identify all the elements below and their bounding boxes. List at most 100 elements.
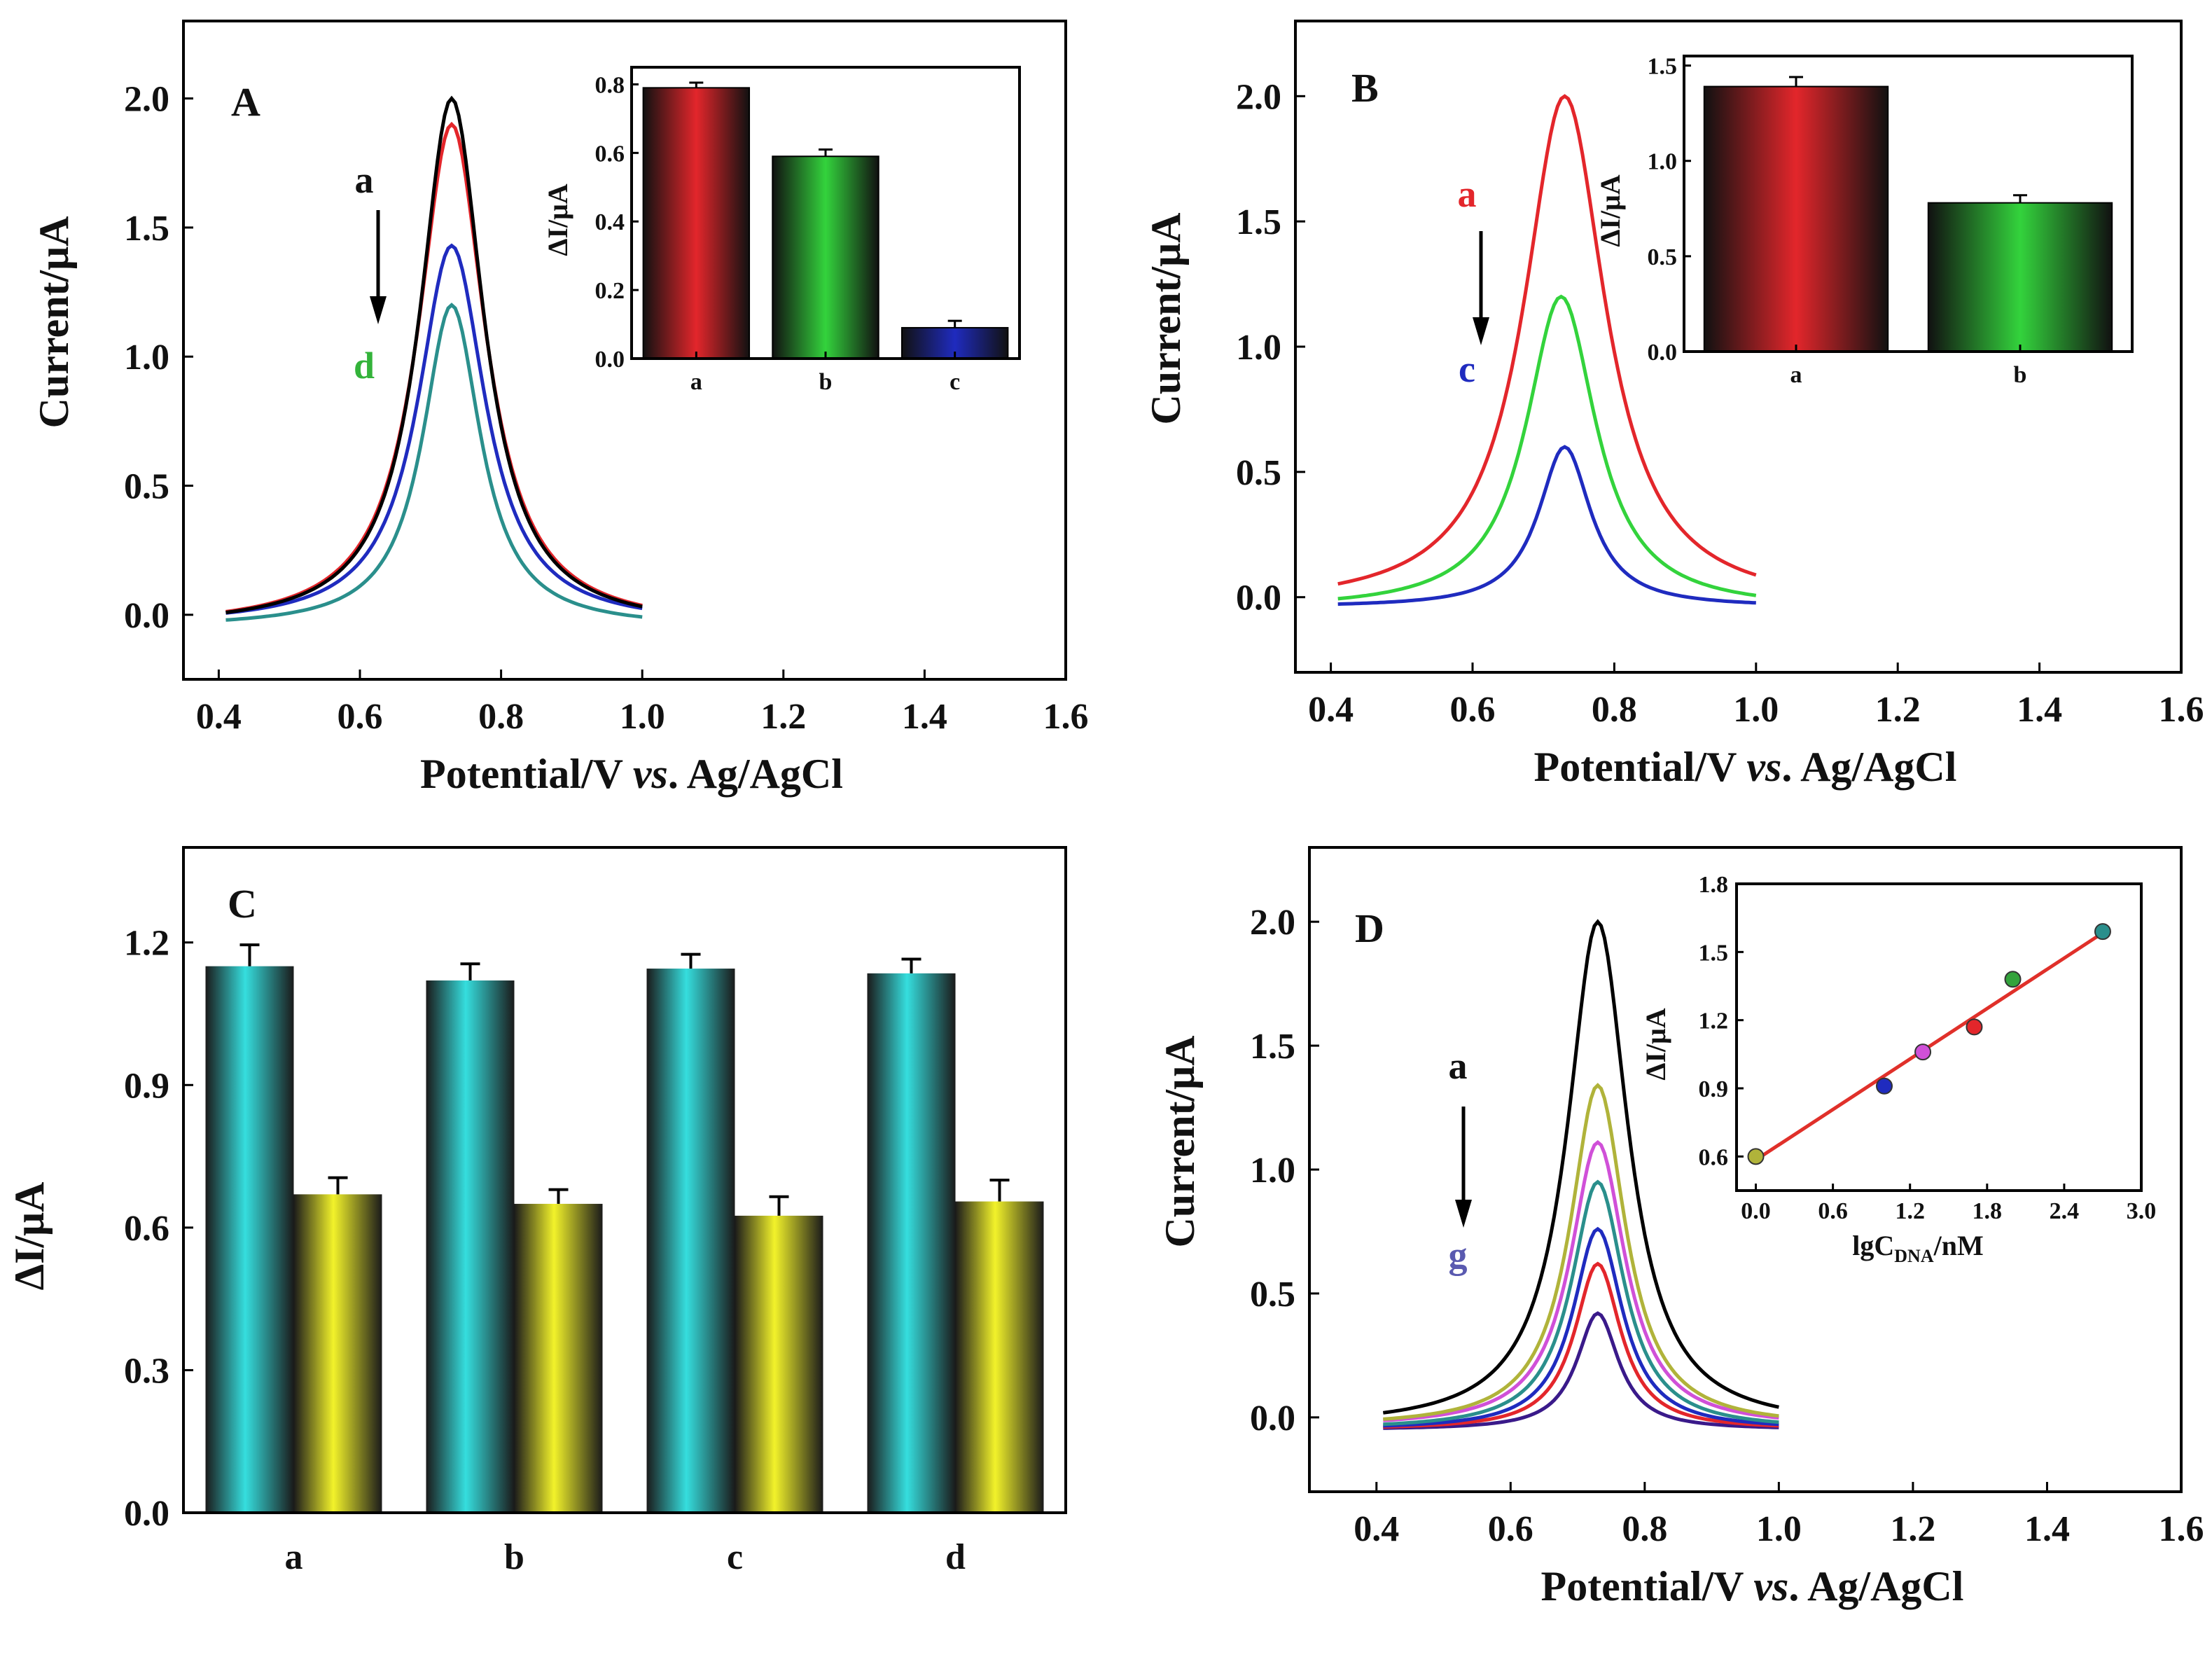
bar-a-series1 bbox=[205, 966, 294, 1513]
x-tick-label: 0.4 bbox=[1354, 1509, 1399, 1549]
x-axis-label-italic: vs bbox=[1753, 1563, 1788, 1609]
x-tick-label: 3.0 bbox=[2127, 1198, 2157, 1224]
series-line-g bbox=[1383, 1311, 1779, 1430]
scatter-point bbox=[1876, 1077, 1893, 1095]
x-axis-label-italic: vs bbox=[1746, 744, 1781, 790]
y-tick-label: 2.0 bbox=[124, 80, 169, 120]
panel-label: C bbox=[228, 881, 257, 927]
x-tick-label: 1.2 bbox=[760, 697, 806, 737]
series-line-a bbox=[225, 95, 643, 615]
inset-x-label-main: lgC bbox=[1852, 1230, 1894, 1261]
x-tick-label: 1.0 bbox=[620, 697, 665, 737]
curve-label-top: a bbox=[1458, 173, 1477, 215]
inset-bar bbox=[1703, 85, 1889, 353]
bar-d-series2 bbox=[955, 1201, 1044, 1513]
x-axis-label-rest: . Ag/AgCl bbox=[1781, 744, 1956, 790]
series-line-c bbox=[1383, 1139, 1779, 1422]
inset-x-label-rest: /nM bbox=[1933, 1230, 1984, 1261]
y-tick-label: 0.0 bbox=[124, 1494, 169, 1534]
x-tick-label: 0.6 bbox=[1818, 1198, 1848, 1224]
x-axis-label-main: Potential/V bbox=[1541, 1563, 1754, 1609]
inset-y-tick-label: 1.5 bbox=[1648, 54, 1678, 80]
series-line-a bbox=[1382, 919, 1779, 1415]
y-tick-label: 0.0 bbox=[124, 596, 169, 636]
x-tick-label: 1.4 bbox=[2017, 690, 2062, 730]
inset-bar-chart: a b 0.0 0.5 1.0 1.5 ΔI/μA bbox=[1594, 54, 2134, 388]
inset-bg bbox=[1737, 884, 2141, 1191]
x-tick-label: 1.6 bbox=[2159, 1509, 2204, 1549]
x-tick-label: 1.0 bbox=[1756, 1509, 1802, 1549]
arrow-head bbox=[1473, 317, 1489, 345]
x-tick-label: 1.2 bbox=[1895, 1198, 1925, 1224]
category-label: a bbox=[285, 1537, 303, 1577]
fit-line bbox=[1755, 931, 2104, 1162]
x-axis-label: Potential/V vs. Ag/AgCl bbox=[420, 751, 843, 797]
bar-c-series2 bbox=[735, 1215, 823, 1513]
y-tick-label: 0.0 bbox=[1250, 1399, 1295, 1438]
inset-x-label-sub: DNA bbox=[1894, 1246, 1934, 1266]
y-tick-label: 0.6 bbox=[124, 1209, 169, 1249]
curve-label-bottom: g bbox=[1449, 1234, 1468, 1276]
y-tick-label: 0.0 bbox=[1236, 578, 1281, 618]
inset-y-tick-label: 0.8 bbox=[595, 72, 625, 98]
panel-b: 0.4 0.6 0.8 1.0 1.2 1.4 1.6 0.0 0.5 1.0 1.5 2.0 Ba c P… bbox=[1143, 20, 2204, 790]
series-line-e bbox=[1383, 1226, 1779, 1428]
scatter-point bbox=[2004, 971, 2022, 988]
category-label: c bbox=[727, 1537, 743, 1577]
inset-y-tick-label: 0.0 bbox=[1648, 340, 1678, 366]
scatter-point bbox=[1914, 1044, 1932, 1061]
x-tick-label: 1.6 bbox=[1043, 697, 1089, 737]
inset-category-label: a bbox=[690, 369, 702, 395]
y-tick-label: 2.0 bbox=[1250, 903, 1295, 943]
x-tick-label: 0.4 bbox=[1308, 690, 1354, 730]
inset-frame bbox=[630, 66, 1021, 360]
category-label: b bbox=[504, 1537, 524, 1577]
y-axis-label: Current/μA bbox=[31, 216, 77, 429]
x-tick-label: 1.2 bbox=[1890, 1509, 1935, 1549]
x-axis-label-italic: vs bbox=[633, 751, 668, 797]
inset-y-tick-label: 0.2 bbox=[595, 278, 625, 304]
y-tick-label: 1.2 bbox=[124, 924, 169, 964]
panel-a: 0.4 0.6 0.8 1.0 1.2 1.4 1.6 0.0 0.5 1.0 1.5 2.0 Aa d P… bbox=[31, 20, 1089, 797]
x-tick-label: 1.4 bbox=[2024, 1509, 2070, 1549]
panel-label: B bbox=[1351, 65, 1379, 111]
x-tick-label: 2.4 bbox=[2050, 1198, 2080, 1224]
inset-y-axis-label: ΔI/μA bbox=[542, 183, 573, 256]
x-tick-label: 1.6 bbox=[2159, 690, 2204, 730]
y-tick-label: 1.8 bbox=[1699, 872, 1729, 898]
x-tick-label: 1.4 bbox=[902, 697, 947, 737]
series-group bbox=[1337, 94, 1757, 606]
series-line-c bbox=[225, 243, 643, 615]
inset-y-tick-label: 1.0 bbox=[1648, 149, 1678, 175]
inset-scatter-chart: 0.0 0.6 1.2 1.8 2.4 3.0 0.6 0.9 1.2 1.5 1.8 ΔI/μA lg… bbox=[1640, 872, 2156, 1266]
y-axis-label: Current/μA bbox=[1157, 1036, 1203, 1248]
series-line-d bbox=[1383, 1179, 1779, 1427]
series-line-b bbox=[1383, 1083, 1779, 1421]
bar-b-series2 bbox=[514, 1203, 603, 1513]
inset-y-tick-label: 0.5 bbox=[1648, 244, 1678, 270]
inset-y-tick-label: 0.6 bbox=[595, 141, 625, 167]
series-group bbox=[225, 95, 643, 622]
y-tick-label: 0.6 bbox=[1699, 1144, 1729, 1170]
y-tick-label: 0.9 bbox=[1699, 1076, 1729, 1102]
curve-label-bottom: c bbox=[1459, 348, 1475, 390]
axes-frame bbox=[182, 20, 1067, 681]
x-tick-label: 1.0 bbox=[1733, 690, 1779, 730]
x-axis-label-main: Potential/V bbox=[1534, 744, 1747, 790]
x-tick-label: 0.6 bbox=[1488, 1509, 1533, 1549]
series-line-b bbox=[1337, 294, 1757, 601]
x-tick-label: 0.8 bbox=[1622, 1509, 1667, 1549]
x-axis-label: Potential/V vs. Ag/AgCl bbox=[1534, 744, 1957, 790]
panel-label: D bbox=[1355, 906, 1384, 951]
x-tick-label: 0.6 bbox=[338, 697, 383, 737]
arrow-head bbox=[1455, 1200, 1472, 1228]
inset-category-label: a bbox=[1790, 362, 1802, 388]
y-tick-label: 1.0 bbox=[1236, 328, 1281, 368]
panel-c: a b c d 0.0 0.3 0.6 0.9 1.2 C ΔI/μA bbox=[6, 846, 1067, 1577]
y-tick-label: 2.0 bbox=[1236, 77, 1281, 117]
y-tick-label: 0.3 bbox=[124, 1351, 169, 1391]
scatter-point bbox=[1747, 1148, 1765, 1165]
inset-bar bbox=[1927, 202, 2113, 352]
bar-c-series1 bbox=[646, 969, 735, 1513]
